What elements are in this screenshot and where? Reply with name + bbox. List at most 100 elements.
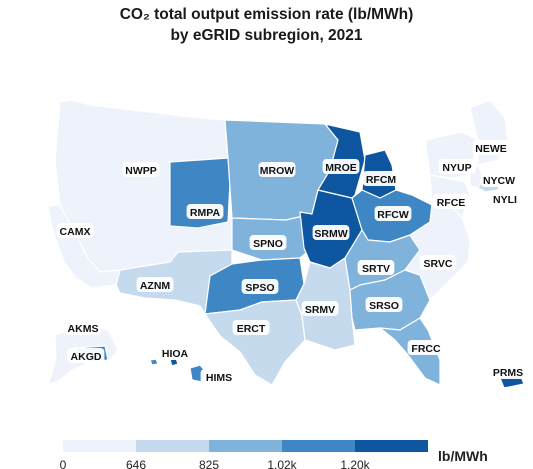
region-label-text: HIOA xyxy=(162,348,189,360)
region-label-text: RMPA xyxy=(190,207,221,219)
region-label-nyup: NYUP xyxy=(438,159,476,174)
region-label-text: SRMW xyxy=(314,228,347,240)
region-label-background xyxy=(186,204,224,219)
region-label-text: AKMS xyxy=(68,323,99,335)
region-label-background xyxy=(472,140,510,155)
region-label-background xyxy=(365,297,403,312)
region-label-nwpp: NWPP xyxy=(122,162,160,177)
legend-tick-label: 1.20k xyxy=(340,458,370,469)
legend-swatch-2 xyxy=(209,440,282,452)
region-label-text: SRTV xyxy=(362,263,390,275)
region-label-background xyxy=(301,301,339,316)
region-label-text: CAMX xyxy=(60,226,91,238)
region-label-hims: HIMS xyxy=(200,369,238,384)
region-label-rfcw: RFCW xyxy=(374,206,412,221)
region-label-text: HIMS xyxy=(206,372,232,384)
region-label-nycw: NYCW xyxy=(480,172,518,187)
region-label-background xyxy=(480,172,518,187)
region-label-text: SPNO xyxy=(253,238,283,250)
region-label-srtv: SRTV xyxy=(357,260,395,275)
region-label-background xyxy=(64,320,102,335)
region-label-text: NWPP xyxy=(125,165,157,177)
region-label-srso: SRSO xyxy=(365,297,403,312)
region-label-background xyxy=(258,162,296,177)
region-label-background xyxy=(407,340,445,355)
region-label-srvc: SRVC xyxy=(419,255,457,270)
region-label-background xyxy=(362,171,400,186)
legend-swatch-1 xyxy=(136,440,209,452)
region-label-text: RFCW xyxy=(377,209,409,221)
region-label-text: SRVC xyxy=(424,258,453,270)
region-label-background xyxy=(136,277,174,292)
region-label-background xyxy=(322,159,360,174)
region-label-hioa: HIOA xyxy=(156,345,194,360)
region-label-text: AKGD xyxy=(71,351,102,363)
region-label-text: RFCE xyxy=(437,197,466,209)
region-label-background xyxy=(200,369,238,384)
region-label-nyli: NYLI xyxy=(486,191,524,206)
region-label-srmv: SRMV xyxy=(301,301,339,316)
region-label-camx: CAMX xyxy=(56,223,94,238)
region-label-background xyxy=(438,159,476,174)
region-label-akms: AKMS xyxy=(64,320,102,335)
region-label-frcc: FRCC xyxy=(407,340,445,355)
region-label-background xyxy=(489,364,527,379)
region-label-akgd: AKGD xyxy=(67,348,105,363)
region-label-text: NYLI xyxy=(493,194,517,206)
region-label-text: NYCW xyxy=(483,175,515,187)
legend-tick-label: 825 xyxy=(199,458,219,469)
region-label-background xyxy=(312,225,350,240)
region-label-background xyxy=(241,279,279,294)
region-label-newe: NEWE xyxy=(472,140,510,155)
region-label-rfce: RFCE xyxy=(432,194,470,209)
legend-swatch-3 xyxy=(282,440,355,452)
region-label-text: ERCT xyxy=(237,323,266,335)
region-label-background xyxy=(249,235,287,250)
region-label-text: MROW xyxy=(260,165,294,177)
region-label-erct: ERCT xyxy=(232,320,270,335)
labels-layer: NWPP CAMX AZNM RMPA MROW SPNO SPSO ERCT SRMW SRMV… xyxy=(56,140,527,384)
legend-tick-label: 646 xyxy=(126,458,146,469)
legend-swatch-0 xyxy=(63,440,136,452)
region-label-background xyxy=(357,260,395,275)
region-label-text: NEWE xyxy=(475,143,507,155)
region-label-background xyxy=(122,162,160,177)
region-label-background xyxy=(486,191,524,206)
region-label-background xyxy=(232,320,270,335)
region-label-spso: SPSO xyxy=(241,279,279,294)
legend: 0 646 825 1.02k 1.20k lb/MWh xyxy=(60,440,488,469)
region-label-mrow: MROW xyxy=(258,162,296,177)
region-label-text: AZNM xyxy=(140,280,171,292)
region-label-rmpa: RMPA xyxy=(186,204,224,219)
legend-tick-label: 0 xyxy=(60,458,67,469)
region-label-srmw: SRMW xyxy=(312,225,350,240)
map-title: CO₂ total output emission rate (lb/MWh) xyxy=(119,6,414,23)
region-label-rfcm: RFCM xyxy=(362,171,400,186)
region-label-text: NYUP xyxy=(442,162,471,174)
region-label-text: SRMV xyxy=(305,304,335,316)
legend-tick-label: 1.02k xyxy=(267,458,297,469)
legend-swatch-4 xyxy=(355,440,428,452)
region-label-background xyxy=(374,206,412,221)
region-newe xyxy=(469,99,509,166)
region-erct xyxy=(204,299,306,386)
region-label-text: MROE xyxy=(325,162,357,174)
region-label-background xyxy=(56,223,94,238)
region-label-text: SRSO xyxy=(369,300,399,312)
region-label-background xyxy=(432,194,470,209)
region-label-background xyxy=(67,348,105,363)
map-subtitle: by eGRID subregion, 2021 xyxy=(170,27,363,44)
region-label-text: FRCC xyxy=(411,343,441,355)
region-label-mroe: MROE xyxy=(322,159,360,174)
region-label-aznm: AZNM xyxy=(136,277,174,292)
region-label-spno: SPNO xyxy=(249,235,287,250)
region-label-prms: PRMS xyxy=(489,364,527,379)
region-label-background xyxy=(419,255,457,270)
region-label-text: PRMS xyxy=(493,367,523,379)
legend-unit-label: lb/MWh xyxy=(438,448,488,464)
region-label-text: SPSO xyxy=(245,282,274,294)
region-label-background xyxy=(156,345,194,360)
region-label-text: RFCM xyxy=(366,174,397,186)
